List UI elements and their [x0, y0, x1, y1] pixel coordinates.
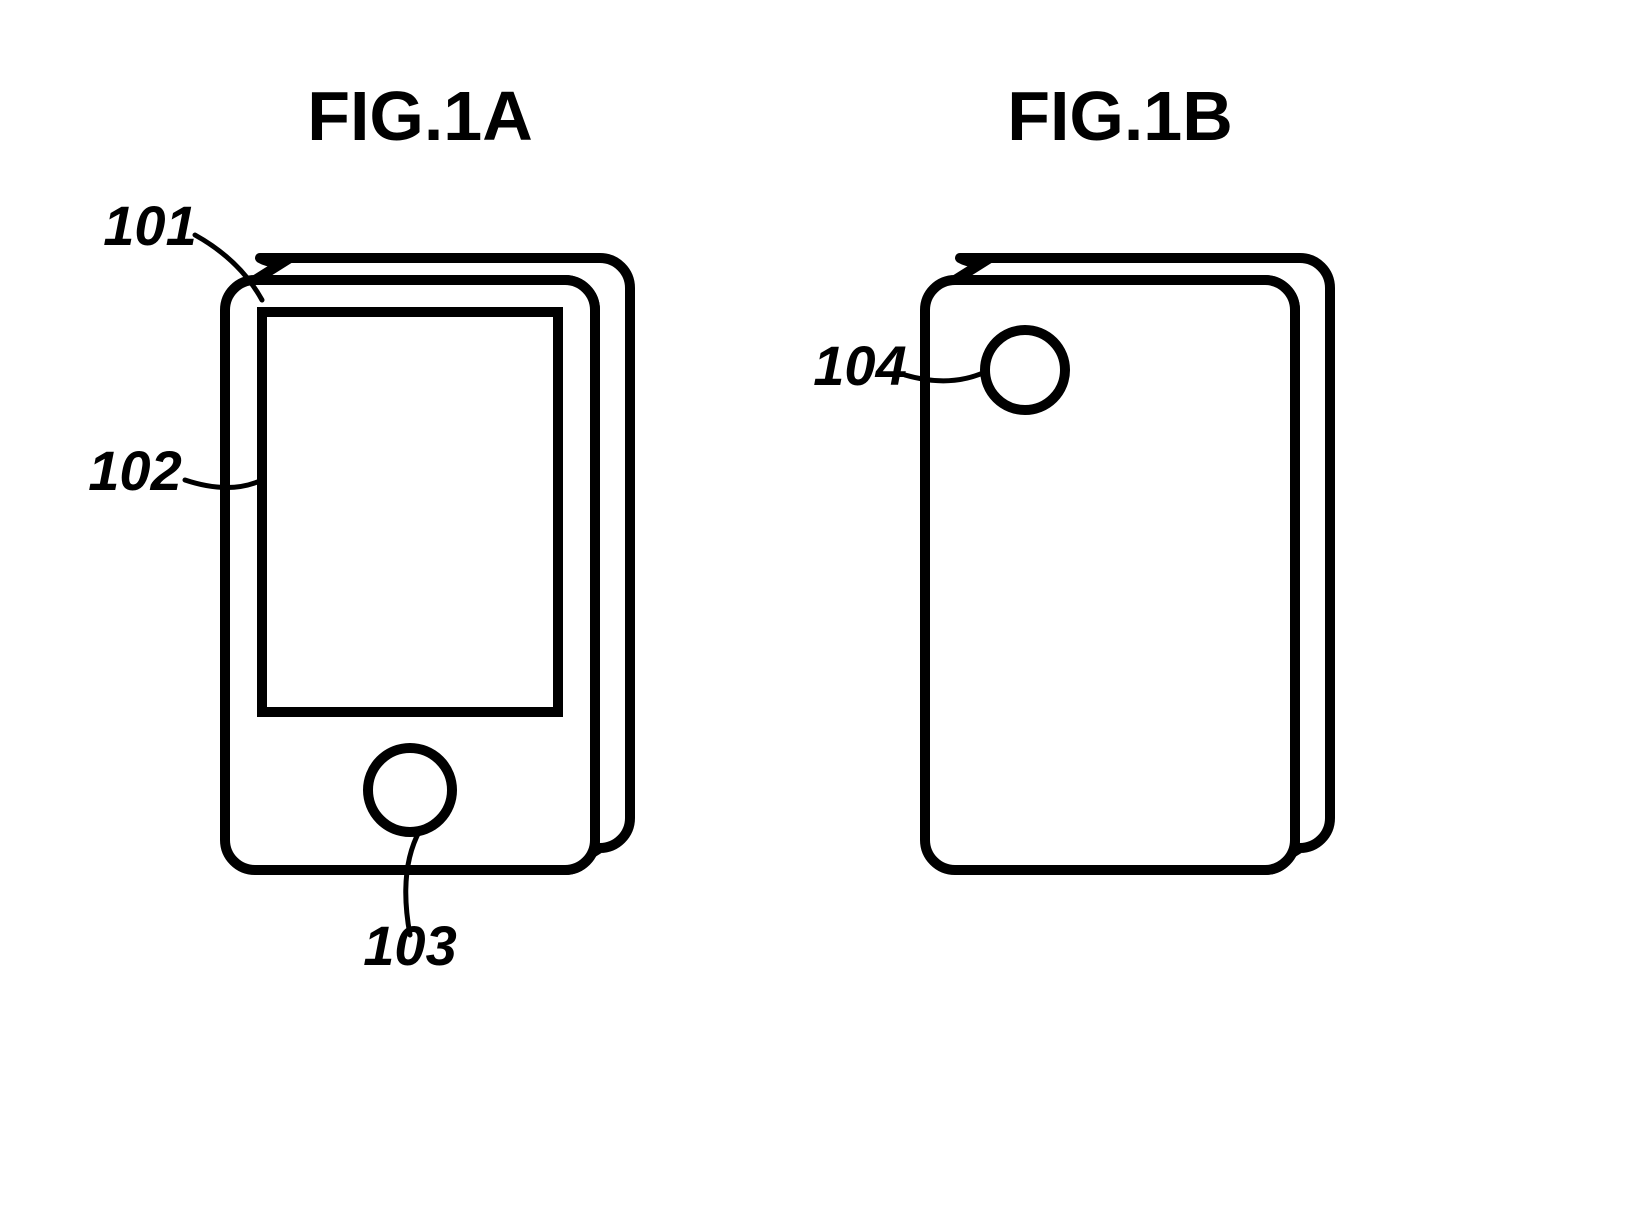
ref-101-label: 101 [103, 194, 196, 257]
ref-104-label: 104 [813, 334, 906, 397]
fig-1a-screen [262, 312, 558, 712]
fig-1b-camera [985, 330, 1065, 410]
ref-102-label: 102 [88, 439, 181, 502]
fig-1a-home-button [368, 748, 452, 832]
fig-1b-title: FIG.1B [1007, 77, 1233, 155]
fig-1a-title: FIG.1A [307, 77, 533, 155]
ref-103-label: 103 [363, 914, 456, 977]
